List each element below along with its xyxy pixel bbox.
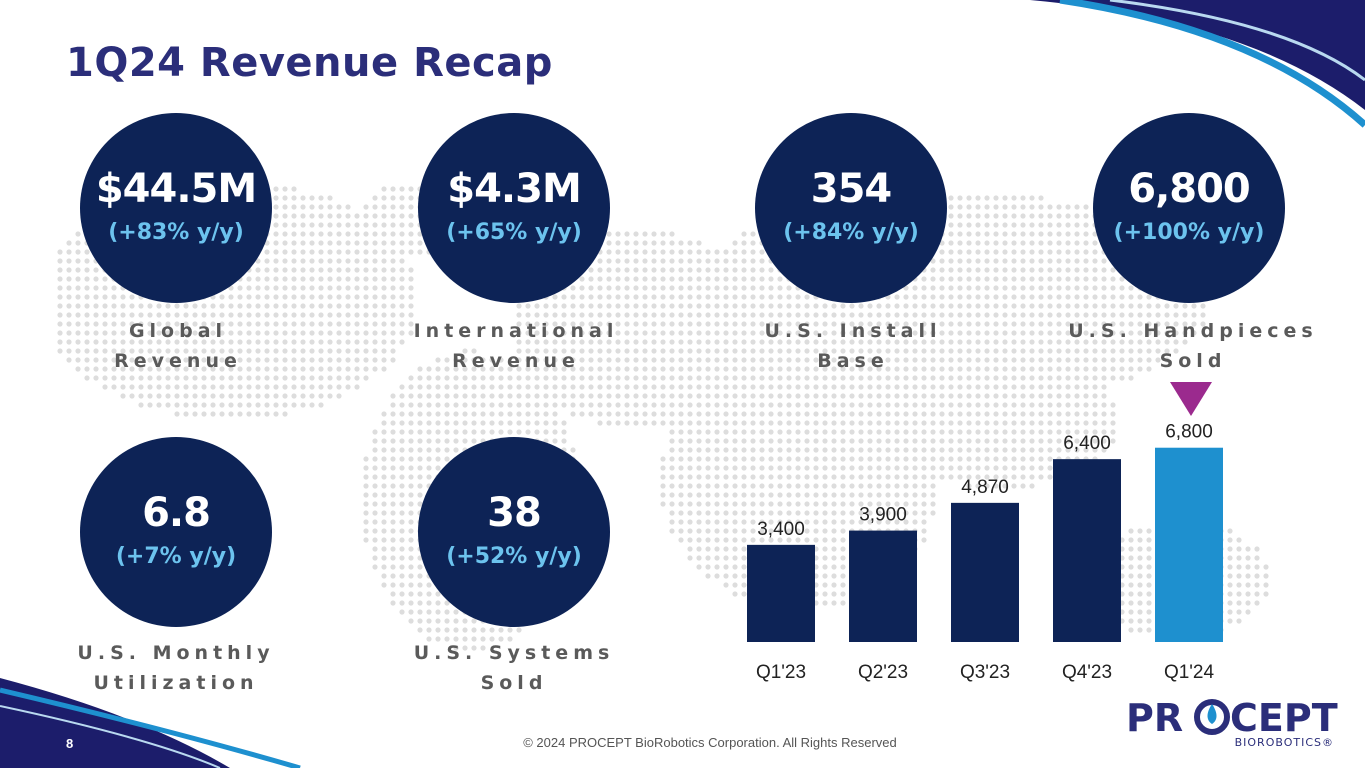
bar-1	[849, 530, 917, 642]
label-line: Sold	[480, 672, 548, 694]
copyright-footer: © 2024 PROCEPT BioRobotics Corporation. …	[523, 735, 897, 750]
metric-label-us-monthly-utilization: U.S. Monthly Utilization	[46, 638, 306, 698]
metric-label-us-install-base: U.S. Install Base	[723, 316, 983, 376]
handpieces-bar-chart: 3,400 Q1'23 3,900 Q2'23 4,870 Q3'23 6,400 Q4'23…	[747, 422, 1223, 683]
metric-value: 38	[487, 490, 542, 536]
metric-label-us-systems-sold: U.S. Systems Sold	[384, 638, 644, 698]
metric-circle-us-monthly-utilization: 6.8 (+7% y/y)	[80, 437, 272, 627]
procept-wordmark-graphic: PR CEPT	[1126, 696, 1338, 740]
bar-value-label-3: 6,400	[1063, 433, 1111, 454]
page-number: 8	[66, 736, 74, 751]
label-line: Utilization	[93, 672, 259, 694]
metric-circle-global-revenue: $44.5M (+83% y/y)	[80, 113, 272, 303]
metric-value: 354	[810, 166, 892, 212]
category-label-2: Q3'23	[960, 662, 1010, 683]
metric-change: (+100% y/y)	[1113, 220, 1265, 245]
label-line: International	[413, 320, 619, 342]
label-line: Revenue	[114, 350, 242, 372]
category-label-4: Q1'24	[1164, 662, 1215, 683]
svg-text:CEPT: CEPT	[1230, 696, 1338, 738]
metric-change: (+83% y/y)	[108, 220, 244, 245]
metric-circle-us-install-base: 354 (+84% y/y)	[755, 113, 947, 303]
metric-label-us-handpieces-sold: U.S. Handpieces Sold	[1058, 316, 1328, 376]
metric-circle-us-systems-sold: 38 (+52% y/y)	[418, 437, 610, 627]
bar-0	[747, 544, 815, 642]
metric-change: (+65% y/y)	[446, 220, 582, 245]
bar-value-label-4: 6,800	[1165, 422, 1213, 443]
label-line: Revenue	[452, 350, 580, 372]
metric-label-international-revenue: International Revenue	[386, 316, 646, 376]
bar-value-label-2: 4,870	[961, 477, 1009, 498]
bar-value-label-1: 3,900	[859, 505, 907, 526]
bar-3	[1053, 459, 1121, 642]
triangle-down-icon	[1170, 382, 1212, 416]
label-line: U.S. Install	[764, 320, 942, 342]
bar-2	[951, 502, 1019, 642]
label-line: Sold	[1159, 350, 1227, 372]
logo-subtitle: BIOROBOTICS®	[1234, 736, 1334, 749]
label-line: U.S. Monthly	[77, 642, 275, 664]
category-label-0: Q1'23	[756, 662, 806, 683]
label-line: Global	[128, 320, 228, 342]
metric-value: 6,800	[1128, 166, 1251, 212]
metric-circle-international-revenue: $4.3M (+65% y/y)	[418, 113, 610, 303]
label-line: Base	[817, 350, 889, 372]
metric-value: 6.8	[142, 490, 211, 536]
svg-text:PR: PR	[1126, 696, 1183, 738]
metric-value: $4.3M	[447, 166, 581, 212]
category-label-1: Q2'23	[858, 662, 908, 683]
metric-change: (+84% y/y)	[783, 220, 919, 245]
label-line: U.S. Handpieces	[1068, 320, 1318, 342]
metric-change: (+7% y/y)	[115, 544, 237, 569]
category-label-3: Q4'23	[1062, 662, 1112, 683]
metric-circle-us-handpieces-sold: 6,800 (+100% y/y)	[1093, 113, 1285, 303]
procept-logo: PR CEPT BIOROBOTICS®	[1126, 694, 1338, 754]
bar-value-label-0: 3,400	[757, 519, 805, 540]
page-title: 1Q24 Revenue Recap	[66, 40, 553, 86]
metric-change: (+52% y/y)	[446, 544, 582, 569]
metric-label-global-revenue: Global Revenue	[48, 316, 308, 376]
metric-value: $44.5M	[95, 166, 257, 212]
bar-4	[1155, 447, 1223, 642]
label-line: U.S. Systems	[413, 642, 615, 664]
